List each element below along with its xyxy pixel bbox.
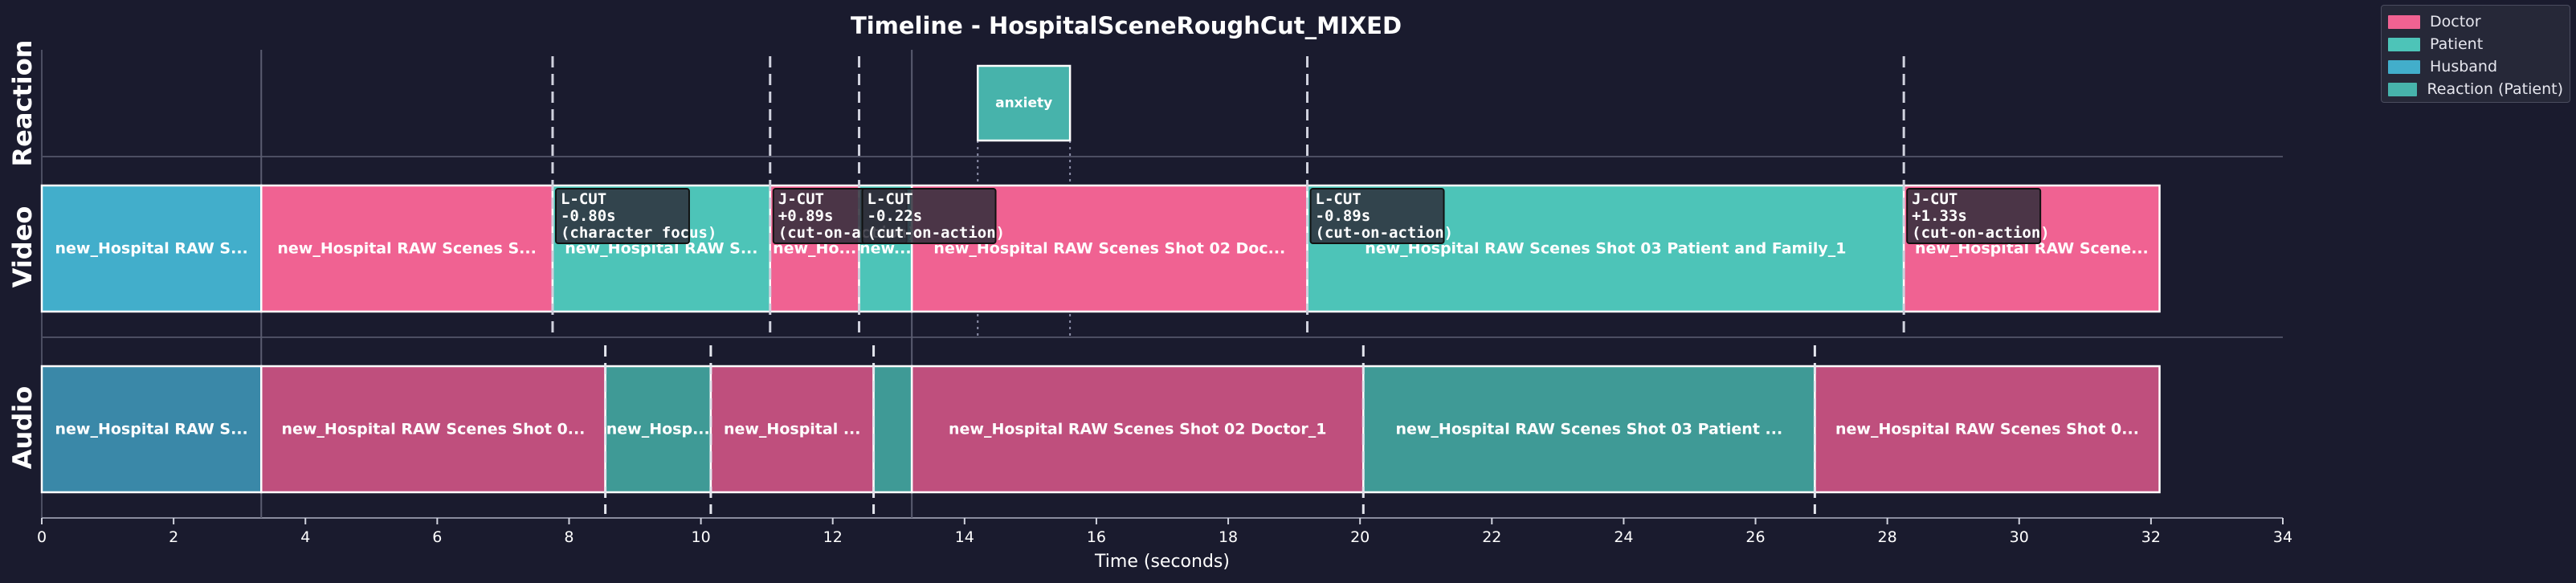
track-label-reaction: Reaction	[7, 40, 38, 167]
x-tick-label: 18	[1219, 528, 1238, 546]
cut-annotation-type: L-CUT	[868, 190, 913, 208]
cut-annotation-type: L-CUT	[561, 190, 606, 208]
video-clip	[910, 184, 1308, 313]
cut-annotation-box	[1906, 188, 2042, 244]
legend-entry: Patient	[2388, 33, 2563, 55]
x-axis-label: Time (seconds)	[1094, 552, 1230, 572]
x-tick-label: 28	[1878, 528, 1897, 546]
audio-clip-label: new_Hospital RAW Scenes Shot 0...	[281, 421, 585, 438]
audio-clip	[910, 365, 1365, 494]
x-tick-label: 20	[1350, 528, 1370, 546]
audio-clip-label: new_Hospital RAW Scenes Shot 0...	[1835, 421, 2139, 438]
cut-annotation-offset: -0.89s	[1316, 207, 1371, 225]
legend-label: Patient	[2430, 35, 2484, 53]
x-tick-label: 4	[300, 528, 310, 546]
audio-clip	[1814, 365, 2161, 494]
video-clip-label: new_Hospital RAW S...	[55, 240, 247, 258]
legend-label: Doctor	[2430, 13, 2481, 31]
x-tick-label: 14	[955, 528, 974, 546]
x-tick-label: 22	[1482, 528, 1501, 546]
legend-swatch	[2388, 37, 2420, 51]
legend-entry: Doctor	[2388, 10, 2563, 33]
x-tick-label: 24	[1614, 528, 1633, 546]
track-label-audio: Audio	[7, 386, 38, 469]
cut-annotation-type: J-CUT	[778, 190, 824, 208]
legend-swatch	[2388, 59, 2420, 74]
cut-annotation-box	[861, 188, 997, 244]
x-tick-label: 32	[2141, 528, 2161, 546]
audio-clip-label: new_Hospital RAW Scenes Shot 03 Patient …	[1395, 421, 1782, 438]
cut-annotation-offset: -0.80s	[561, 207, 616, 225]
x-tick-label: 12	[823, 528, 843, 546]
video-clip	[260, 184, 554, 313]
video-clip-label: new_Hospital RAW Scenes Shot 03 Patient …	[1365, 240, 1846, 258]
cut-annotation-reason: (cut-on-action)	[1912, 224, 2050, 242]
reaction-clip	[976, 64, 1072, 142]
cut-annotation-box	[554, 188, 690, 244]
audio-clip-label: new_Hosp...	[606, 421, 710, 438]
cut-annotation-reason: (cut-on-action)	[868, 224, 1006, 242]
audio-clip	[1362, 365, 1816, 494]
audio-clip	[709, 365, 875, 494]
track-label-video: Video	[7, 206, 38, 288]
cut-annotation-type: J-CUT	[1912, 190, 1958, 208]
legend-label: Husband	[2430, 58, 2498, 75]
video-clip-label: new_Hospital RAW Scenes S...	[277, 240, 536, 258]
audio-clip-label: new_Hospital ...	[724, 421, 861, 438]
video-clip	[40, 184, 263, 313]
x-tick-label: 2	[169, 528, 178, 546]
cut-annotation-offset: +0.89s	[778, 207, 834, 225]
video-clip-label: new_Hospital RAW Scenes Shot 02 Doc...	[933, 240, 1285, 258]
cut-annotation-box	[1309, 188, 1445, 244]
legend-entry: Husband	[2388, 55, 2563, 78]
audio-clip	[40, 365, 263, 494]
cut-annotation-type: L-CUT	[1316, 190, 1361, 208]
cut-annotation-offset: +1.33s	[1912, 207, 1967, 225]
legend: Doctor Patient Husband Reaction (Patient)	[2381, 5, 2570, 103]
cut-annotation-offset: -0.22s	[868, 207, 923, 225]
x-tick-label: 6	[432, 528, 442, 546]
legend-swatch	[2388, 82, 2418, 96]
legend-label: Reaction (Patient)	[2427, 80, 2563, 98]
x-tick-label: 8	[564, 528, 574, 546]
cut-annotation-reason: (cut-on-action)	[1316, 224, 1454, 242]
audio-clip-label: new_Hospital RAW Scenes Shot 02 Doctor_1	[949, 421, 1326, 438]
x-tick-label: 16	[1087, 528, 1106, 546]
legend-swatch	[2388, 14, 2420, 29]
audio-clip	[872, 365, 913, 494]
x-tick-label: 34	[2273, 528, 2292, 546]
x-tick-label: 26	[1745, 528, 1765, 546]
audio-clip	[260, 365, 606, 494]
cut-annotation-reason: (character focus)	[561, 224, 716, 242]
legend-entry: Reaction (Patient)	[2388, 78, 2563, 100]
x-tick-label: 0	[37, 528, 47, 546]
chart-title: Timeline - HospitalSceneRoughCut_MIXED	[851, 12, 1402, 39]
reaction-clip-label: anxiety	[995, 96, 1052, 112]
audio-clip-label: new_Hospital RAW S...	[55, 421, 247, 438]
x-tick-label: 10	[691, 528, 710, 546]
x-tick-label: 30	[2010, 528, 2029, 546]
